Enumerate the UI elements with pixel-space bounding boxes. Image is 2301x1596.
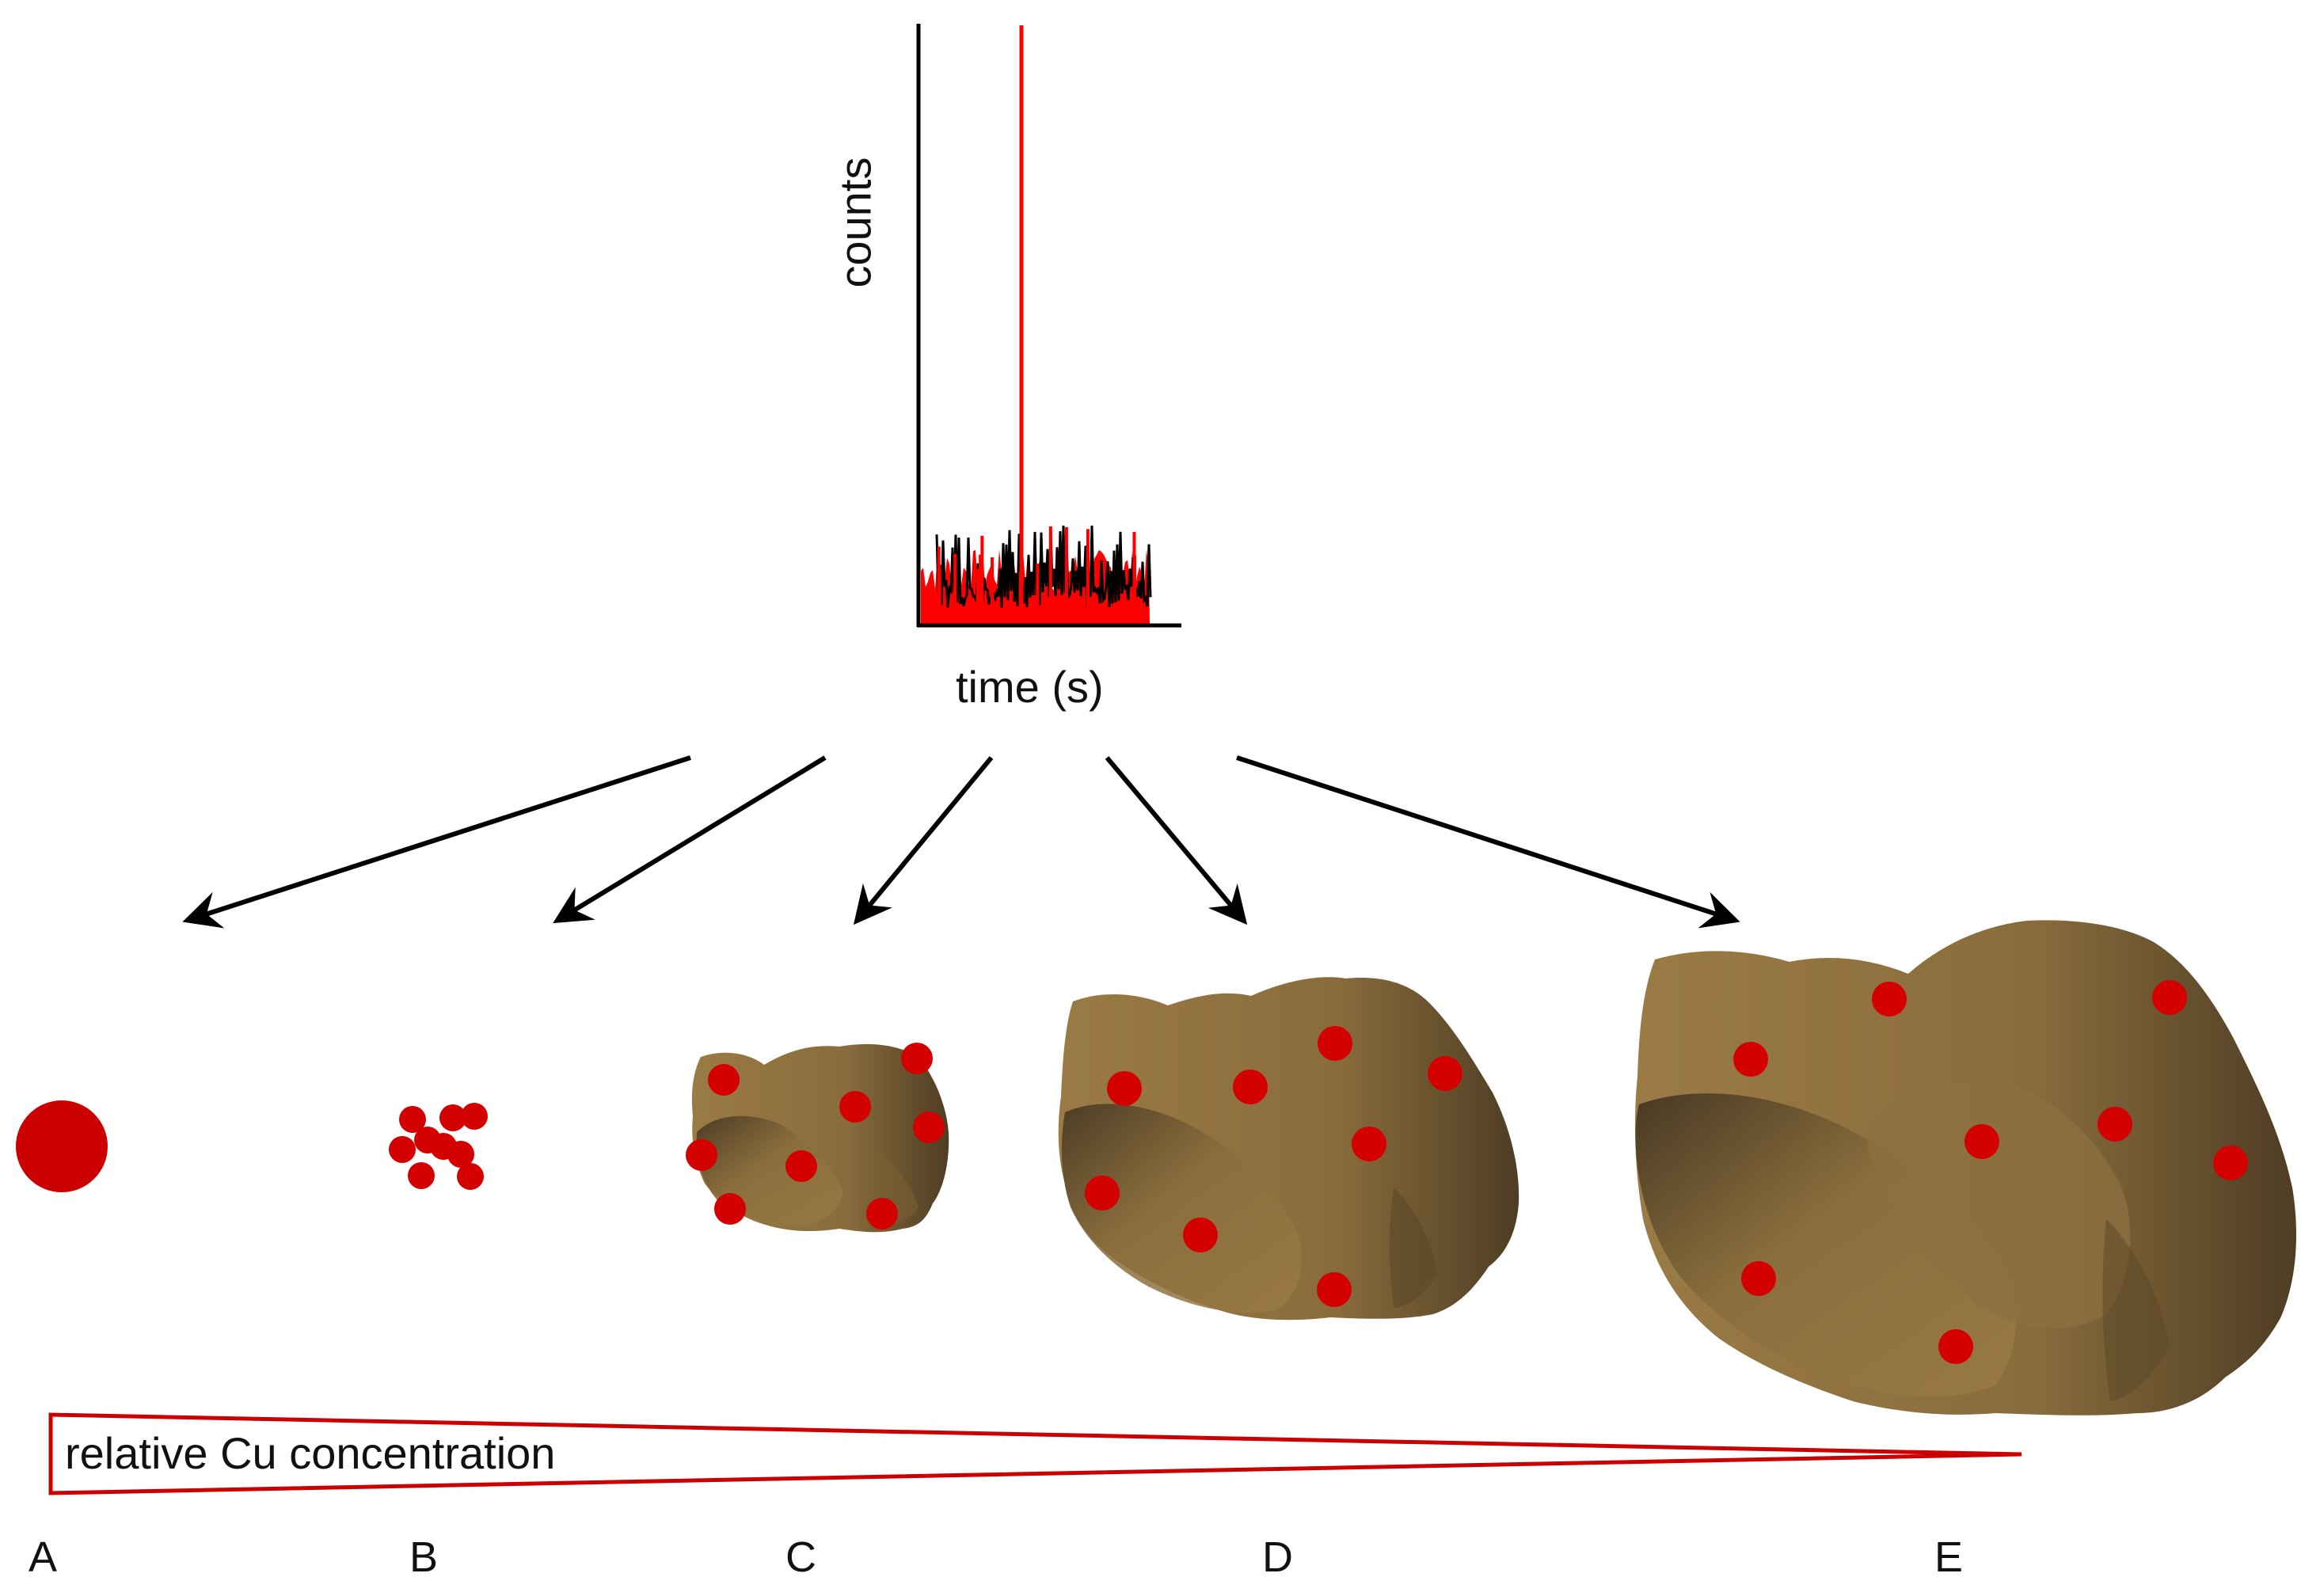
panel-label-B: B: [409, 1533, 439, 1581]
y-axis-label: counts: [830, 157, 880, 288]
single-cu-particle-icon: [16, 1100, 108, 1192]
background-trace: [935, 525, 1152, 608]
arrow-to-B: [553, 755, 827, 924]
inset-plot: [916, 24, 1181, 628]
arrow-to-C: [853, 756, 994, 925]
panel-label-C: C: [785, 1533, 816, 1581]
panel-label-E: E: [1934, 1533, 1964, 1581]
panel-label-D: D: [1262, 1533, 1293, 1581]
arrow-to-D: [1105, 756, 1248, 925]
concentration-label: relative Cu concentration: [65, 1428, 556, 1478]
cu-cluster-icon: [389, 1103, 488, 1190]
large-aggregate-icon: [1634, 920, 2296, 1416]
arrow-to-A: [182, 755, 691, 929]
panel-label-A: A: [29, 1533, 58, 1581]
arrows: [182, 755, 1740, 929]
small-aggregate-icon: [686, 1043, 949, 1233]
trace-bars: [921, 525, 1152, 624]
x-axis-label: time (s): [956, 662, 1104, 712]
arrow-to-E: [1236, 755, 1740, 929]
medium-aggregate-icon: [1058, 977, 1519, 1320]
concentration-wedge: [48, 1412, 2022, 1495]
